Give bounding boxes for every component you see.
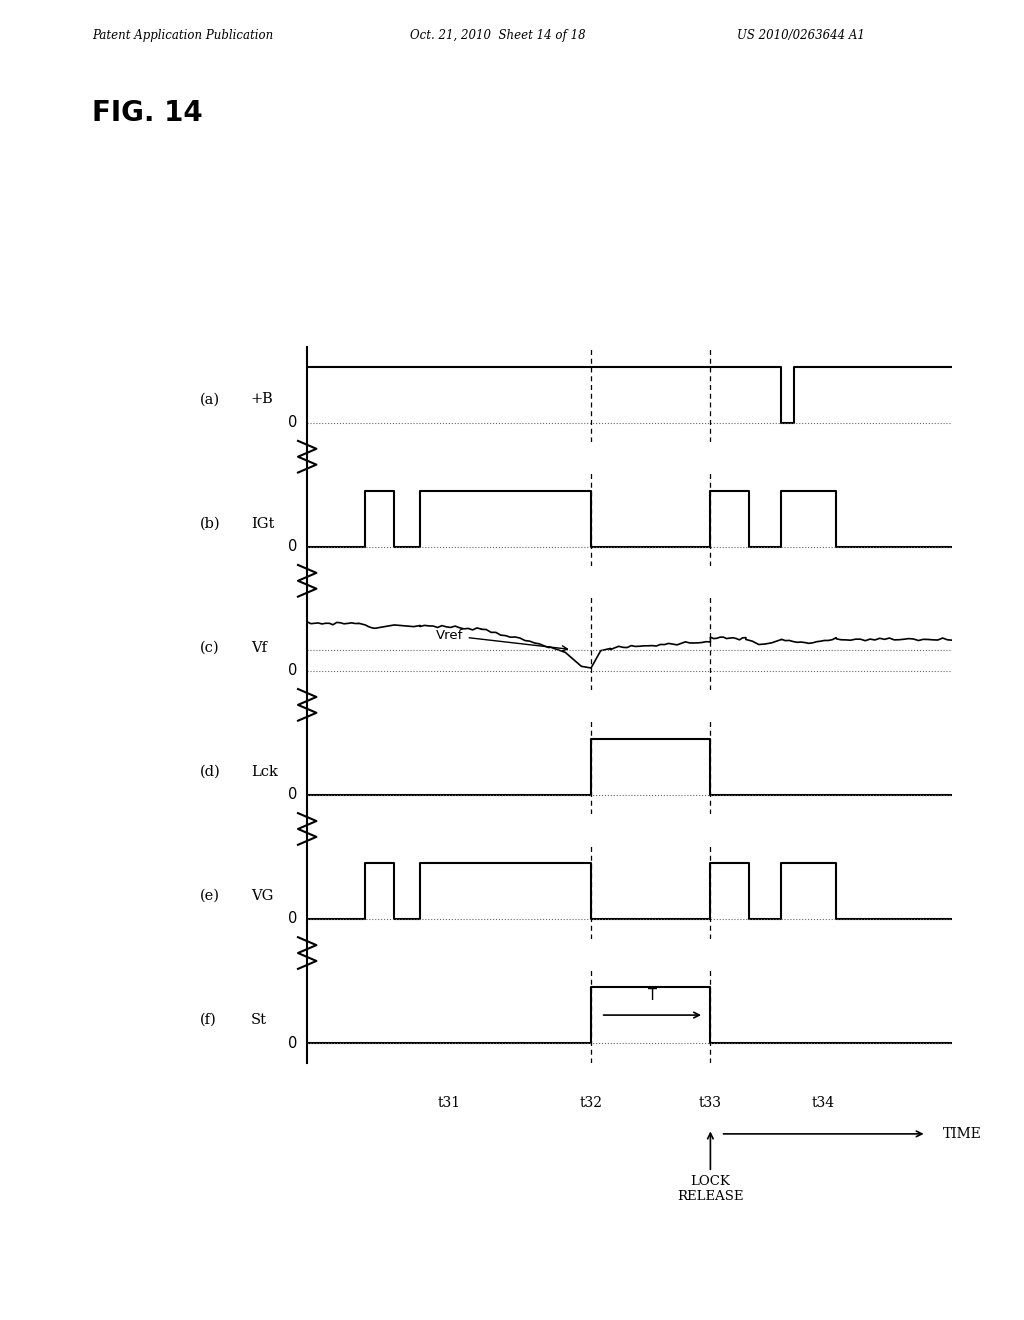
Text: 0: 0	[288, 663, 298, 678]
Text: T: T	[648, 987, 656, 1003]
Text: (e): (e)	[200, 888, 220, 903]
Text: t31: t31	[437, 1096, 461, 1110]
Text: IGt: IGt	[251, 516, 274, 531]
Text: +B: +B	[251, 392, 273, 407]
Text: (c): (c)	[200, 640, 219, 655]
Text: (a): (a)	[200, 392, 220, 407]
Text: Vf: Vf	[251, 640, 267, 655]
Text: TIME: TIME	[943, 1127, 982, 1140]
Text: (d): (d)	[200, 764, 220, 779]
Text: 0: 0	[288, 414, 298, 430]
Text: 0: 0	[288, 911, 298, 927]
Text: Patent Application Publication: Patent Application Publication	[92, 29, 273, 42]
Text: Vref: Vref	[436, 630, 567, 651]
Text: VG: VG	[251, 888, 273, 903]
Text: (b): (b)	[200, 516, 220, 531]
Text: St: St	[251, 1012, 267, 1027]
Text: Lck: Lck	[251, 764, 278, 779]
Text: LOCK
RELEASE: LOCK RELEASE	[677, 1175, 743, 1203]
Text: t33: t33	[699, 1096, 722, 1110]
Text: FIG. 14: FIG. 14	[92, 99, 203, 127]
Text: 0: 0	[288, 1035, 298, 1051]
Text: Oct. 21, 2010  Sheet 14 of 18: Oct. 21, 2010 Sheet 14 of 18	[410, 29, 586, 42]
Text: t34: t34	[812, 1096, 835, 1110]
Text: (f): (f)	[200, 1012, 216, 1027]
Text: 0: 0	[288, 539, 298, 554]
Text: US 2010/0263644 A1: US 2010/0263644 A1	[737, 29, 865, 42]
Text: 0: 0	[288, 787, 298, 803]
Text: t32: t32	[580, 1096, 602, 1110]
